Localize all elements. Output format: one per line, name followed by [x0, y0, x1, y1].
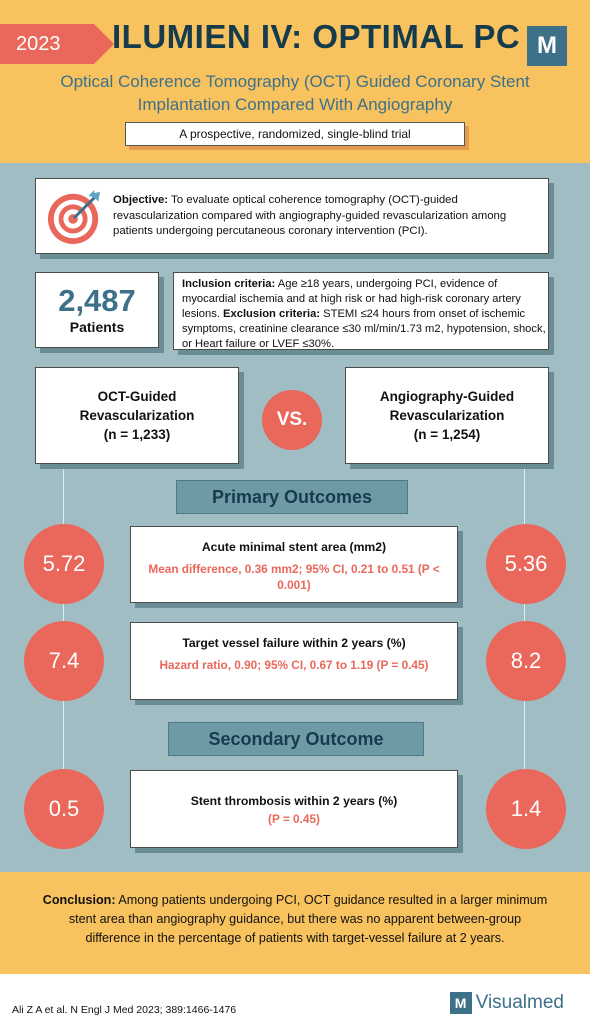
subtitle: Optical Coherence Tomography (OCT) Guide… — [60, 72, 530, 114]
primary-outcomes-heading: Primary Outcomes — [176, 480, 408, 514]
outcome-2-angio-value: 8.2 — [486, 621, 566, 701]
outcome-2-stats: Hazard ratio, 0.90; 95% CI, 0.67 to 1.19… — [159, 658, 429, 672]
oct-group-name: OCT-Guided Revascularization — [79, 389, 195, 423]
brand-logo: M Visualmed — [449, 992, 564, 1014]
oct-group-card: OCT-Guided Revascularization (n = 1,233) — [35, 367, 239, 464]
outcome-3-card: Stent thrombosis within 2 years (%) (P =… — [130, 770, 458, 848]
patients-card: 2,487 Patients — [35, 272, 159, 348]
outcome-3-oct-value: 0.5 — [24, 769, 104, 849]
criteria-card: Inclusion criteria: Age ≥18 years, under… — [173, 272, 549, 350]
year-badge: 2023 — [0, 24, 114, 64]
citation: Ali Z A et al. N Engl J Med 2023; 389:14… — [12, 1004, 237, 1016]
exclusion-text: STEMI ≤24 hours from onset of ischemic s… — [182, 308, 546, 350]
vs-badge: VS. — [262, 390, 322, 450]
outcome-2-card: Target vessel failure within 2 years (%)… — [130, 622, 458, 700]
outcome-3-stats: (P = 0.45) — [268, 812, 320, 826]
outcome-1-title: Acute minimal stent area (mm2) — [201, 540, 387, 554]
target-icon — [47, 189, 101, 245]
outcome-2-title: Target vessel failure within 2 years (%) — [182, 636, 406, 650]
outcome-1-oct-value: 5.72 — [24, 524, 104, 604]
brand-m-icon: M — [449, 992, 472, 1014]
patients-label: Patients — [69, 319, 125, 335]
conclusion-label: Conclusion: — [42, 893, 116, 907]
outcome-3-title: Stent thrombosis within 2 years (%) — [190, 794, 398, 808]
angio-group-n: (n = 1,254) — [413, 427, 481, 442]
header-band: 2023 ILUMIEN IV: OPTIMAL PC M Optical Co… — [0, 0, 590, 163]
outcome-1-stats: Mean difference, 0.36 mm2; 95% CI, 0.21 … — [148, 562, 440, 592]
objective-card: Objective: To evaluate optical coherence… — [35, 178, 549, 254]
inclusion-text: Age ≥18 years, undergoing PCI, evidence … — [182, 278, 521, 320]
outcome-1-card: Acute minimal stent area (mm2) Mean diff… — [130, 526, 458, 603]
outcome-2-oct-value: 7.4 — [24, 621, 104, 701]
objective-body: To evaluate optical coherence tomography… — [113, 194, 507, 237]
objective-text: Objective: To evaluate optical coherence… — [113, 193, 541, 240]
inclusion-label: Inclusion criteria: — [182, 278, 276, 290]
logo-icon: M — [527, 26, 567, 66]
secondary-outcome-heading: Secondary Outcome — [168, 722, 424, 756]
page-title: ILUMIEN IV: OPTIMAL PC — [112, 18, 521, 55]
outcome-3-angio-value: 1.4 — [486, 769, 566, 849]
brand-name: Visualmed — [475, 992, 564, 1013]
angio-group-name: Angiography-Guided Revascularization — [379, 389, 515, 423]
footer: Ali Z A et al. N Engl J Med 2023; 389:14… — [0, 974, 590, 1024]
exclusion-label: Exclusion criteria: — [223, 308, 321, 320]
objective-label: Objective: — [113, 194, 169, 206]
conclusion-body: Among patients undergoing PCI, OCT guida… — [68, 893, 548, 945]
angio-group-card: Angiography-Guided Revascularization (n … — [345, 367, 549, 464]
trial-design: A prospective, randomized, single-blind … — [125, 122, 465, 146]
oct-group-n: (n = 1,233) — [103, 427, 171, 442]
patients-count: 2,487 — [58, 283, 136, 318]
criteria-text: Inclusion criteria: Age ≥18 years, under… — [182, 277, 546, 352]
outcome-1-angio-value: 5.36 — [486, 524, 566, 604]
conclusion-band: Conclusion: Among patients undergoing PC… — [0, 872, 590, 974]
conclusion-text: Conclusion: Among patients undergoing PC… — [40, 891, 550, 948]
